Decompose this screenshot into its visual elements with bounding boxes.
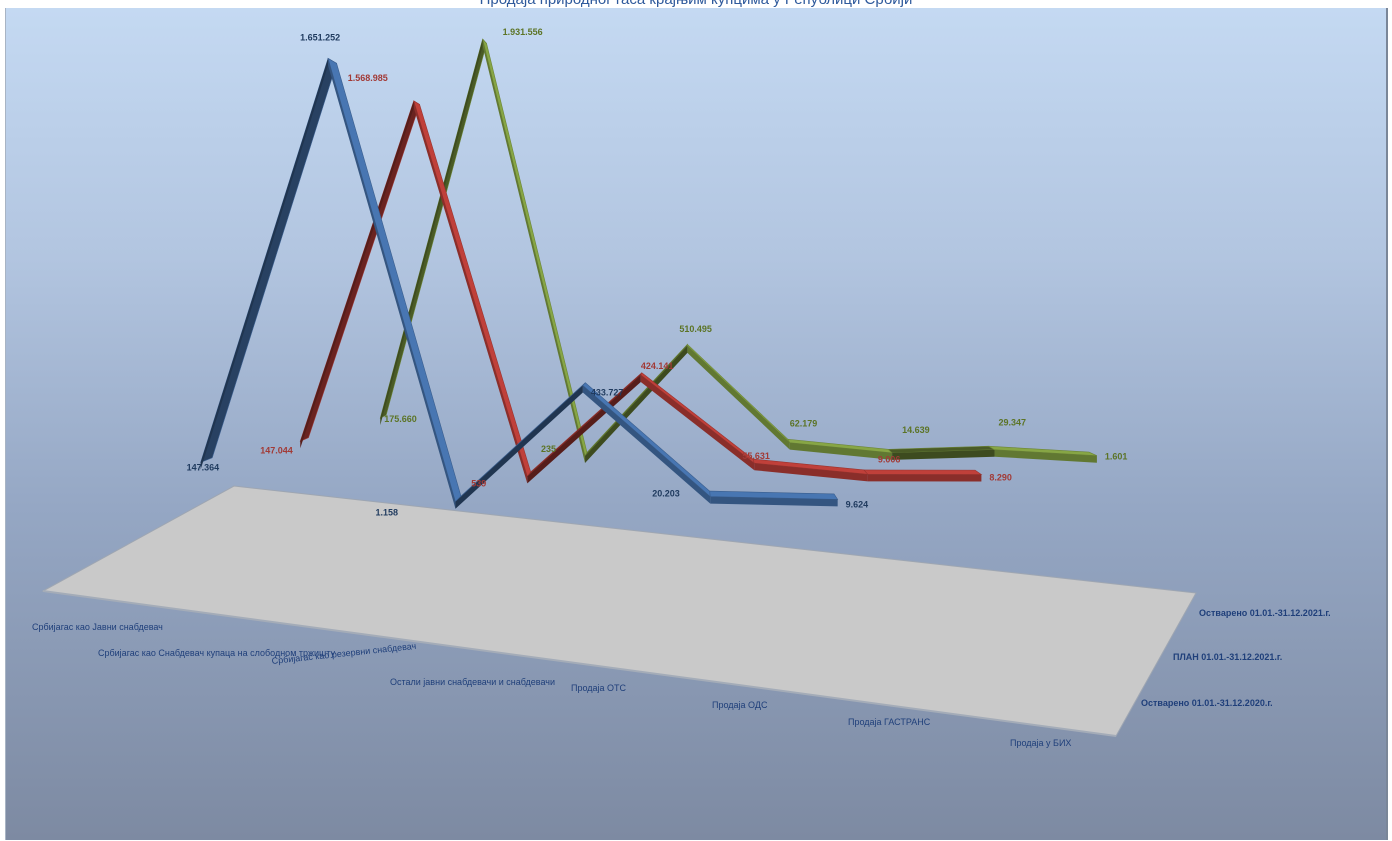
data-label: 424.141 — [641, 361, 674, 371]
data-label: 55.631 — [742, 451, 770, 461]
series-ribbon-0 — [200, 57, 839, 509]
series-0-segment-edge-4 — [710, 496, 838, 507]
series-2-segment-edge-4 — [789, 442, 893, 460]
series-2-segment-edge-3 — [687, 345, 790, 450]
series-2-segment-edge-5 — [892, 449, 995, 460]
series-layer — [200, 38, 1098, 509]
series-2-segment-1 — [482, 38, 588, 457]
data-label: 510.495 — [679, 324, 712, 334]
series-0-segment-edge-3 — [582, 385, 711, 504]
series-ribbon-2 — [379, 38, 1098, 463]
chart-svg: 175.660 1.931.556 235 510.495 62.179 14.639 29… — [32, 27, 1331, 748]
series-1-segment-edge-3 — [640, 374, 755, 471]
data-label: 175.660 — [384, 414, 417, 424]
series-0-segment-edge-0 — [200, 58, 329, 470]
data-label: 9.624 — [846, 499, 869, 509]
series-name-label: Остварено 01.01.-31.12.2020.г. — [1141, 698, 1273, 708]
chart-floor — [41, 485, 1197, 737]
floor-front-edge — [42, 590, 1117, 737]
data-label: 29.347 — [999, 418, 1027, 428]
data-label: 62.179 — [790, 419, 818, 429]
chart-area: 175.660 1.931.556 235 510.495 62.179 14.639 29… — [5, 8, 1388, 840]
category-label: Продаја у БИХ — [1010, 738, 1071, 748]
series-2-segment-edge-0 — [380, 39, 483, 426]
category-label: Продаја ГАСТРАНС — [848, 717, 931, 727]
category-label: Србијагас као Снабдевач купаца на слобод… — [98, 648, 335, 658]
series-0-segment-1 — [327, 57, 462, 503]
series-1-segment-edge-2 — [527, 374, 641, 484]
series-2-segment-edge-2 — [585, 345, 688, 463]
series-0-segment-edge-2 — [455, 385, 583, 509]
data-label: 8.290 — [989, 473, 1012, 483]
series-1-segment-edge-0 — [300, 100, 414, 449]
data-label: 14.639 — [902, 425, 930, 435]
data-label: 1.158 — [375, 508, 398, 518]
series-0-segment-edge-1 — [328, 58, 456, 509]
series-1-segment-5 — [863, 469, 983, 475]
category-label: Србијагас као Јавни снабдевач — [32, 622, 163, 632]
data-label: 1.601 — [1105, 452, 1128, 462]
data-label: 1.931.556 — [503, 27, 543, 37]
category-label: Остали јавни снабдевачи и снабдевачи — [390, 677, 555, 687]
data-label: 235 — [541, 444, 556, 454]
header-strip: Продаја природног гаса крајњим купцима у… — [0, 0, 1392, 8]
data-label: 9.006 — [878, 454, 901, 464]
series-1-segment-edge-1 — [413, 100, 528, 484]
series-name-label: Остварено 01.01.-31.12.2021.г. — [1199, 608, 1331, 618]
data-label: 433.727 — [591, 387, 624, 397]
data-label: 1.651.252 — [300, 32, 340, 42]
data-label: 1.568.985 — [348, 73, 388, 83]
category-label: Продаја ОТС — [571, 683, 627, 693]
series-2-segment-edge-6 — [994, 449, 1097, 463]
series-1-segment-edge-4 — [754, 463, 868, 482]
category-label: Србијагас као резервни снабдевач — [271, 641, 417, 666]
data-label: 147.364 — [187, 462, 220, 472]
data-label: 147.044 — [260, 445, 293, 455]
series-2-segment-edge-1 — [482, 39, 586, 463]
series-1-segment-edge-5 — [867, 474, 982, 482]
data-label: 539 — [471, 478, 486, 488]
series-name-label: ПЛАН 01.01.-31.12.2021.г. — [1173, 652, 1282, 662]
series-ribbon-1 — [299, 100, 983, 484]
category-label: Продаја ОДС — [712, 700, 768, 710]
series-0-segment-4 — [709, 490, 839, 500]
page-title: Продаја природног гаса крајњим купцима у… — [0, 0, 1392, 8]
data-label: 20.203 — [652, 489, 680, 499]
